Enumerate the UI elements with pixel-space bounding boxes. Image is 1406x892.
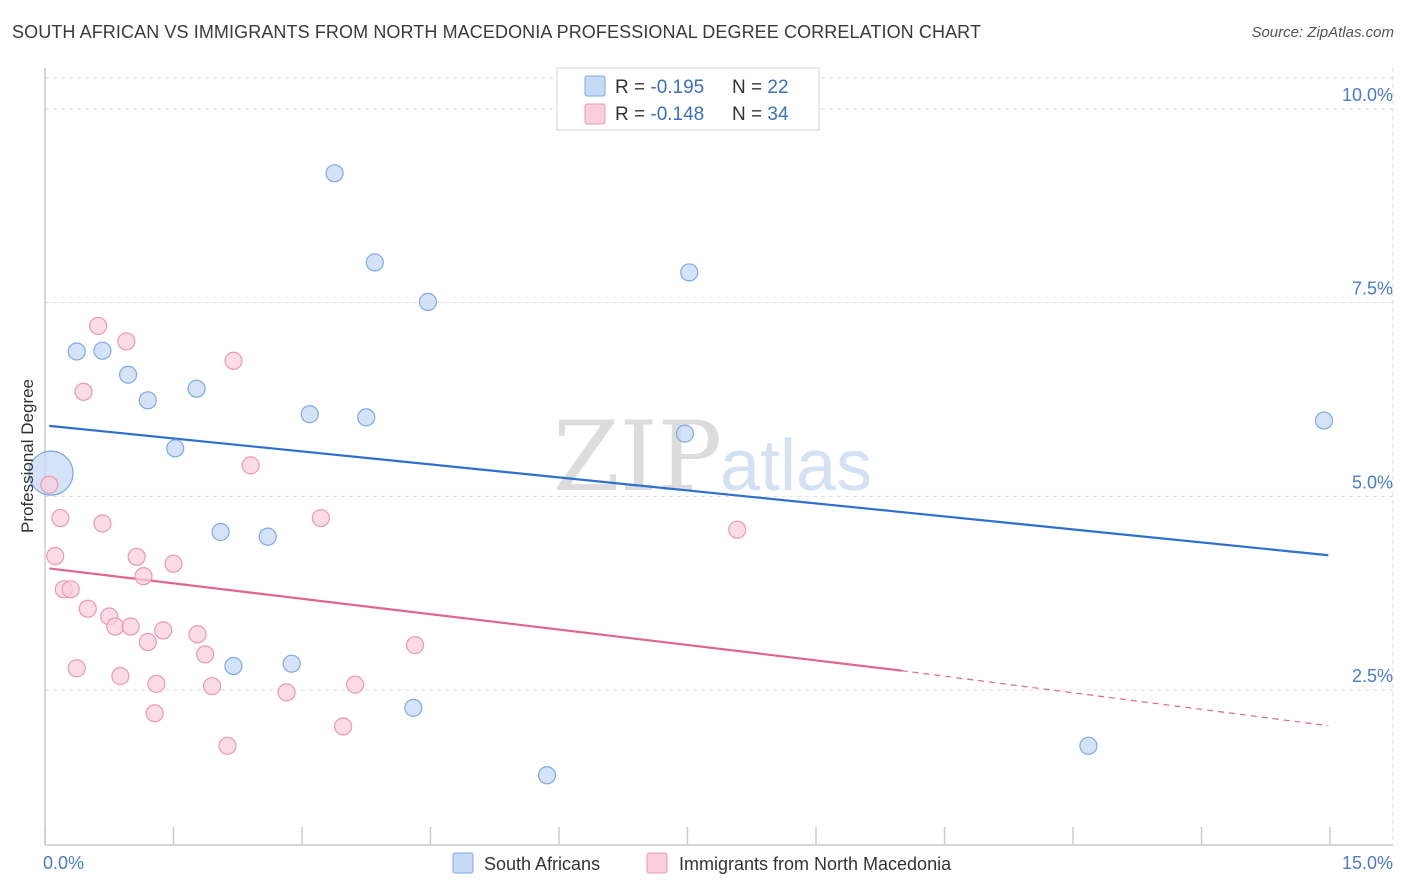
- y-tick-labels: 2.5% 5.0% 7.5% 10.0%: [1342, 85, 1393, 686]
- y-tick-label: 2.5%: [1352, 666, 1393, 686]
- x-tick-label-min: 0.0%: [43, 853, 84, 873]
- north-macedonia-point: [89, 316, 108, 336]
- north-macedonia-point: [93, 514, 112, 533]
- north-macedonia-point: [164, 554, 183, 573]
- gridlines: [45, 77, 1393, 691]
- y-tick-label: 10.0%: [1342, 85, 1393, 105]
- south-african-point: [365, 253, 384, 272]
- south-african-point: [680, 263, 699, 282]
- north-macedonia-point: [127, 547, 146, 566]
- south-african-point: [404, 698, 423, 717]
- trend-line-south-africans: [49, 424, 1329, 557]
- north-macedonia-point: [224, 351, 243, 370]
- north-macedonia-point: [106, 617, 125, 636]
- north-macedonia-point: [145, 704, 164, 723]
- chart-title: SOUTH AFRICAN VS IMMIGRANTS FROM NORTH M…: [12, 22, 982, 42]
- legend-label-north-macedonia: Immigrants from North Macedonia: [679, 854, 952, 874]
- south-african-point: [537, 766, 557, 785]
- legend-r-value: -0.195: [650, 77, 704, 98]
- correlation-legend: R = -0.195 N = 22 R = -0.148 N = 34: [556, 67, 820, 131]
- south-african-point: [224, 656, 243, 676]
- north-macedonia-point: [241, 456, 260, 475]
- legend-swatch-north-macedonia: [646, 852, 668, 874]
- north-macedonia-point: [111, 667, 130, 686]
- north-macedonia-point: [46, 546, 65, 566]
- legend-r-value: -0.148: [650, 104, 704, 125]
- source-label: Source: ZipAtlas.com: [1251, 24, 1394, 41]
- north-macedonia-point: [196, 645, 215, 664]
- watermark: ZIP atlas: [553, 401, 872, 513]
- south-african-point: [211, 522, 230, 542]
- north-macedonia-point: [117, 332, 136, 351]
- south-african-point: [357, 408, 376, 427]
- north-macedonia-point: [40, 475, 59, 494]
- x-tick-label-max: 15.0%: [1342, 853, 1393, 873]
- south-african-point: [67, 342, 86, 361]
- y-tick-label: 5.0%: [1352, 472, 1393, 492]
- north-macedonia-point: [138, 632, 157, 652]
- north-macedonia-point: [74, 382, 93, 401]
- south-african-point: [1079, 736, 1098, 755]
- legend-n-value: 34: [767, 104, 789, 125]
- legend-n-value: 22: [767, 77, 788, 98]
- south-african-point: [93, 341, 112, 360]
- series-legend: South Africans Immigrants from North Mac…: [452, 852, 952, 874]
- north-macedonia-point: [67, 659, 86, 678]
- watermark-zip: ZIP: [553, 401, 722, 513]
- legend-r-label: R =: [615, 77, 650, 98]
- south-african-point: [418, 292, 438, 312]
- legend-swatch-pink: [584, 103, 606, 125]
- north-macedonia-point: [202, 677, 222, 696]
- north-macedonia-point: [154, 621, 173, 640]
- south-african-point: [187, 379, 206, 398]
- trend-lines: [49, 424, 1329, 727]
- south-african-point: [166, 439, 185, 458]
- south-african-point: [138, 391, 157, 410]
- north-macedonia-point: [405, 636, 425, 655]
- north-macedonia-point: [134, 567, 153, 586]
- south-african-point: [282, 654, 301, 673]
- trend-line-north-macedonia: [49, 567, 902, 672]
- south-african-point: [1314, 411, 1334, 430]
- north-macedonia-point: [346, 675, 365, 694]
- north-macedonia-point: [728, 520, 747, 539]
- y-axis-label: Professional Degree: [18, 379, 37, 533]
- legend-swatch-south-africans: [452, 852, 474, 874]
- north-macedonia-point: [121, 617, 140, 636]
- svg-text:R = -0.195: R = -0.195: [615, 77, 704, 98]
- south-african-point: [118, 365, 138, 384]
- south-african-point: [675, 424, 695, 443]
- north-macedonia-point: [218, 736, 237, 755]
- legend-label-south-africans: South Africans: [484, 854, 600, 874]
- y-tick-label: 7.5%: [1352, 279, 1393, 299]
- south-african-point: [300, 405, 319, 424]
- svg-text:R = -0.148: R = -0.148: [615, 104, 704, 125]
- legend-n-label: N =: [732, 77, 767, 98]
- data-points: [28, 164, 1334, 785]
- watermark-atlas: atlas: [720, 426, 872, 506]
- south-african-point: [325, 164, 344, 183]
- trend-line-north-macedonia-extension: [901, 670, 1329, 727]
- north-macedonia-point: [277, 683, 296, 702]
- legend-n-label: N =: [732, 104, 767, 125]
- north-macedonia-point: [78, 599, 97, 618]
- svg-text:N = 34: N = 34: [732, 104, 789, 125]
- south-african-point: [258, 527, 277, 546]
- north-macedonia-point: [147, 674, 166, 693]
- north-macedonia-point: [51, 508, 70, 528]
- south-african-point: [28, 450, 74, 496]
- svg-text:N = 22: N = 22: [732, 77, 789, 98]
- legend-swatch-blue: [584, 75, 606, 97]
- north-macedonia-point: [188, 625, 207, 644]
- legend-r-label: R =: [615, 104, 650, 125]
- north-macedonia-point: [311, 508, 330, 528]
- north-macedonia-point: [334, 717, 353, 736]
- north-macedonia-point: [61, 580, 80, 599]
